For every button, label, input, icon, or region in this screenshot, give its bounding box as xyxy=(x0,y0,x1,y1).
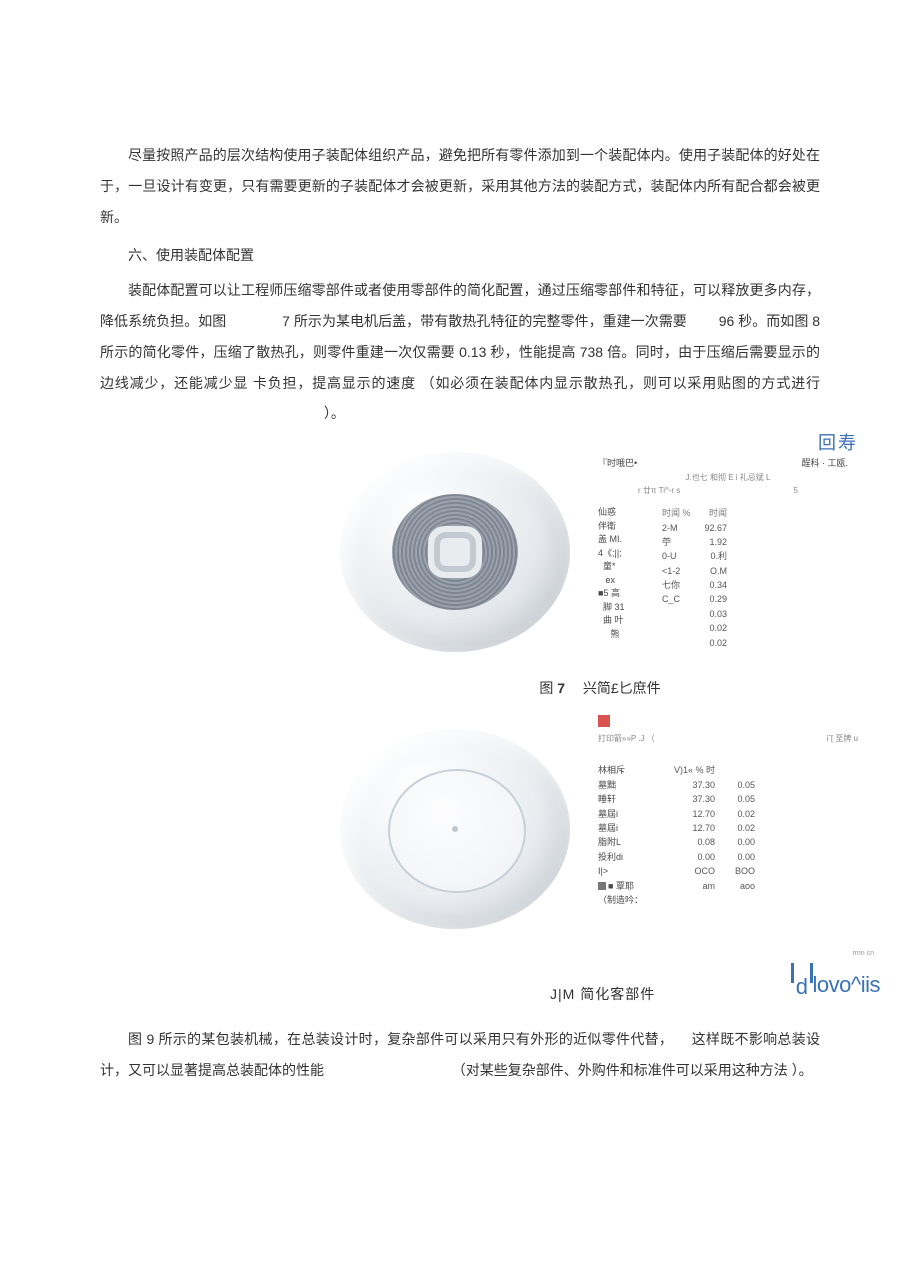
red-square-icon xyxy=(598,715,610,727)
figure-8-image xyxy=(320,714,590,944)
fig7-c2-6: 0.03 xyxy=(705,607,728,621)
fig7-cap-pre: 图 xyxy=(539,680,553,696)
fig8-c2-4: 0.00 xyxy=(735,835,755,849)
fig7-cap-text: 兴简£匕庶件 xyxy=(583,680,661,696)
fig7-c1-7: 七你 xyxy=(662,578,691,592)
fig8-l2: 墓屆i xyxy=(598,807,654,821)
fig8-c2-1: 0.05 xyxy=(735,792,755,806)
fig7-c2-3: O.M xyxy=(705,564,728,578)
fig8-l3: 墓屆i xyxy=(598,821,654,835)
figure-8-block: 打印箭»»P .J （ iˇ[ 至牌 u 林相斥 墓黜 睡轩 墓屆i 墓屆i 脂… xyxy=(320,714,880,944)
figure-7-caption: 图 7 兴简£匕庶件 xyxy=(320,673,880,704)
fig8-labs-hdr: 林相斥 xyxy=(598,763,654,777)
figures-container: 回寿 『时哦巴• 酲科 · 工瓯. J.也七 和彻 E i 礼忌斌 L r 廿π… xyxy=(320,437,880,1010)
figure-8-caption-row: J|M 简化客部件 rmn cn dlovo^iis xyxy=(320,946,880,1010)
fig7-stats: 仙惑 伴衛 盖 MI. 4《;||; 童* ex ■5 高 脚 31 曲 叶 熊… xyxy=(598,506,858,650)
para2-d: ）。 xyxy=(324,405,345,421)
fig8-print-left: 打印箭»»P .J （ xyxy=(598,733,655,745)
fig7-c1-3: 0-U xyxy=(662,549,691,563)
fig8-l5: 投利di xyxy=(598,850,654,864)
fig7-col2-hdr: 时闻 xyxy=(705,506,728,520)
paragraph-fig9: 图 9 所示的某包装机械，在总装设计时，复杂部件可以采用只有外形的近似零件代替，… xyxy=(100,1024,820,1086)
fig7-sub1: J.也七 和彻 E i 礼忌斌 L xyxy=(598,472,858,483)
figure-8-side-panel: 打印箭»»P .J （ iˇ[ 至牌 u 林相斥 墓黜 睡轩 墓屆i 墓屆i 脂… xyxy=(598,714,858,907)
section-title-6: 六、使用装配体配置 xyxy=(100,240,820,271)
fig7-col2: 时闻 92.67 1.92 0.利 O.M 0.34 0.29 0.03 0.0… xyxy=(705,506,728,650)
brand-logo: dlovo^iis xyxy=(791,972,880,997)
fig7-sub2: r 廿π Ti^-r s xyxy=(638,485,680,496)
fig7-sub2r: 5 xyxy=(794,485,798,496)
paragraph-hierarchy: 尽量按照产品的层次结构使用子装配体组织产品，避免把所有零件添加到一个装配体内。使… xyxy=(100,140,820,232)
fig8-c2-0: 0.05 xyxy=(735,778,755,792)
figure-7-image xyxy=(320,437,590,667)
fig8-c1-3: 12.70 xyxy=(674,821,715,835)
para2-b: 7 所示为某电机后盖，带有散热孔特征的完整零件，重建一次需要 xyxy=(282,313,687,329)
fig7-c2-0: 92.67 xyxy=(705,521,728,535)
brand-block: rmn cn dlovo^iis xyxy=(791,946,880,1010)
fig7-c2-7: 0.02 xyxy=(705,621,728,635)
figure-8-caption: J|M 简化客部件 xyxy=(550,979,655,1010)
motor-cover-simple-icon xyxy=(340,729,570,929)
fig8-print-right: iˇ[ 至牌 u xyxy=(826,733,858,745)
square-icon xyxy=(598,882,606,890)
fig7-c2-5: 0.29 xyxy=(705,592,728,606)
fig7-c1-5: <1-2 xyxy=(662,564,691,578)
fig7-c2-2: 0.利 xyxy=(705,549,728,563)
fig7-c1-2: 苧 xyxy=(662,535,691,549)
paragraph-config: 装配体配置可以让工程师压缩零部件或者使用零部件的简化配置，通过压缩零部件和特征，… xyxy=(100,275,820,429)
motor-cover-full-icon xyxy=(340,452,570,652)
fig8-c1-0: 37.30 xyxy=(674,778,715,792)
fig8-l6: I|> xyxy=(598,864,654,878)
fig8-table: 林相斥 墓黜 睡轩 墓屆i 墓屆i 脂附L 投利di I|> ■ 覃耶 （制造吟… xyxy=(598,763,858,907)
fig8-l8: （制造吟： xyxy=(598,893,654,907)
fig8-c1-1: 37.30 xyxy=(674,792,715,806)
fig7-c2-4: 0.34 xyxy=(705,578,728,592)
figure-7-block: 回寿 『时哦巴• 酲科 · 工瓯. J.也七 和彻 E i 礼忌斌 L r 廿π… xyxy=(320,437,880,667)
fig7-c2-8: 0.02 xyxy=(705,636,728,650)
hui-shou-label: 回寿 xyxy=(818,431,858,456)
fig7-cap-num: 7 xyxy=(557,680,565,696)
fig7-head-right: 酲科 · 工瓯. xyxy=(802,457,849,470)
fig7-c1-8: C_C xyxy=(662,592,691,606)
fig8-c1-7: am xyxy=(674,879,715,893)
fig8-l7: ■ 覃耶 xyxy=(598,879,654,893)
fig8-c2-2: 0.02 xyxy=(735,807,755,821)
fig8-c1-hdr: V)1« % 时 xyxy=(674,763,715,777)
fig8-l1: 睡轩 xyxy=(598,792,654,806)
fig7-c1-1: 2-M xyxy=(662,521,691,535)
fig8-c2-7: aoo xyxy=(735,879,755,893)
fig7-labels: 仙惑 伴衛 盖 MI. 4《;||; 童* ex ■5 高 脚 31 曲 叶 熊 xyxy=(598,506,648,650)
fig8-c2-5: 0.00 xyxy=(735,850,755,864)
fig8-c2-6: BOO xyxy=(735,864,755,878)
fig7-col1-hdr: 时闻 % xyxy=(662,506,691,520)
fig8-c1-4: 0.08 xyxy=(674,835,715,849)
brand-bar-icon: d xyxy=(791,963,813,983)
fig8-c2-3: 0.02 xyxy=(735,821,755,835)
brand-small: rmn cn xyxy=(791,946,874,961)
para3-c: （对某些复杂部件、外购件和标准件可以采用这种方法 ）。 xyxy=(452,1062,813,1078)
fig7-c2-1: 1.92 xyxy=(705,535,728,549)
para3-a: 图 9 所示的某包装机械，在总装设计时，复杂部件可以采用只有外形的近似零件代替， xyxy=(128,1031,673,1047)
fig7-head-left: 『时哦巴• xyxy=(598,457,637,470)
fig8-c1-5: 0.00 xyxy=(674,850,715,864)
fig7-col1: 时闻 % 2-M 苧 0-U <1-2 七你 C_C xyxy=(662,506,691,650)
fig8-c1-2: 12.70 xyxy=(674,807,715,821)
fig8-c1-6: OCO xyxy=(674,864,715,878)
figure-7-side-panel: 回寿 『时哦巴• 酲科 · 工瓯. J.也七 和彻 E i 礼忌斌 L r 廿π… xyxy=(598,437,858,650)
fig8-l0: 墓黜 xyxy=(598,778,654,792)
fig8-l4: 脂附L xyxy=(598,835,654,849)
